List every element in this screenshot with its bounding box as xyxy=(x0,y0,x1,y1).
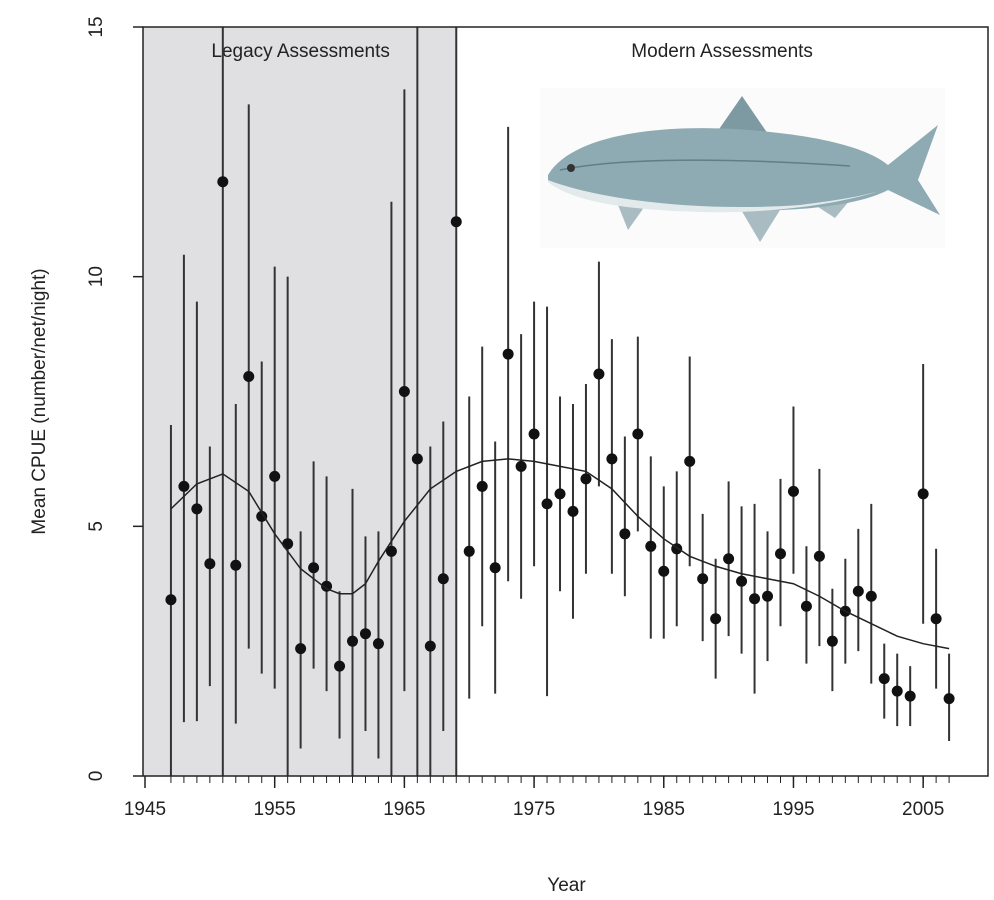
data-point xyxy=(516,461,527,472)
y-tick-label: 5 xyxy=(86,521,107,532)
data-point xyxy=(853,586,864,597)
data-point xyxy=(905,691,916,702)
data-point xyxy=(425,641,436,652)
data-point xyxy=(529,428,540,439)
data-point xyxy=(555,488,566,499)
data-point xyxy=(503,349,514,360)
y-tick-label: 10 xyxy=(86,266,107,287)
x-tick-label: 1965 xyxy=(383,799,425,820)
data-point xyxy=(373,638,384,649)
data-point xyxy=(360,628,371,639)
data-point xyxy=(918,488,929,499)
fish-illustration xyxy=(540,88,945,248)
data-point xyxy=(295,643,306,654)
data-point xyxy=(334,661,345,672)
y-axis-title: Mean CPUE (number/net/night) xyxy=(29,268,50,534)
data-point xyxy=(490,562,501,573)
data-point xyxy=(827,636,838,647)
data-point xyxy=(217,176,228,187)
data-point xyxy=(606,453,617,464)
x-tick-label: 1945 xyxy=(124,799,166,820)
data-point xyxy=(775,548,786,559)
data-point xyxy=(204,558,215,569)
data-point xyxy=(178,481,189,492)
data-point xyxy=(710,613,721,624)
data-point xyxy=(399,386,410,397)
data-point xyxy=(269,471,280,482)
x-tick-label: 1955 xyxy=(254,799,296,820)
data-point xyxy=(632,428,643,439)
data-point xyxy=(736,576,747,587)
data-point xyxy=(931,613,942,624)
data-point xyxy=(866,591,877,602)
y-tick-label: 0 xyxy=(86,771,107,782)
data-point xyxy=(749,593,760,604)
annotation: Modern Assessments xyxy=(631,41,813,62)
data-point xyxy=(944,693,955,704)
data-point xyxy=(464,546,475,557)
data-point xyxy=(451,216,462,227)
data-point xyxy=(347,636,358,647)
annotation: Legacy Assessments xyxy=(211,41,389,62)
data-point xyxy=(723,553,734,564)
data-point xyxy=(762,591,773,602)
data-point xyxy=(619,528,630,539)
data-point xyxy=(477,481,488,492)
data-point xyxy=(593,369,604,380)
data-point xyxy=(697,573,708,584)
data-point xyxy=(879,673,890,684)
data-point xyxy=(191,503,202,514)
y-tick-label: 15 xyxy=(86,16,107,37)
data-point xyxy=(567,506,578,517)
x-tick-label: 1985 xyxy=(643,799,685,820)
data-point xyxy=(645,541,656,552)
data-point xyxy=(230,560,241,571)
x-tick-label: 1995 xyxy=(772,799,814,820)
data-point xyxy=(438,573,449,584)
data-point xyxy=(542,498,553,509)
data-point xyxy=(282,538,293,549)
data-point xyxy=(684,456,695,467)
x-tick-label: 1975 xyxy=(513,799,555,820)
data-point xyxy=(658,566,669,577)
data-point xyxy=(801,601,812,612)
data-point xyxy=(243,371,254,382)
data-point xyxy=(165,594,176,605)
data-point xyxy=(308,562,319,573)
data-point xyxy=(892,686,903,697)
data-point xyxy=(412,453,423,464)
x-axis-title: Year xyxy=(547,875,586,896)
data-point xyxy=(788,486,799,497)
data-point xyxy=(580,473,591,484)
x-tick-label: 2005 xyxy=(902,799,944,820)
chart: Legacy Assessments Modern Assessments 0 5 10… xyxy=(0,0,994,900)
data-point xyxy=(814,551,825,562)
